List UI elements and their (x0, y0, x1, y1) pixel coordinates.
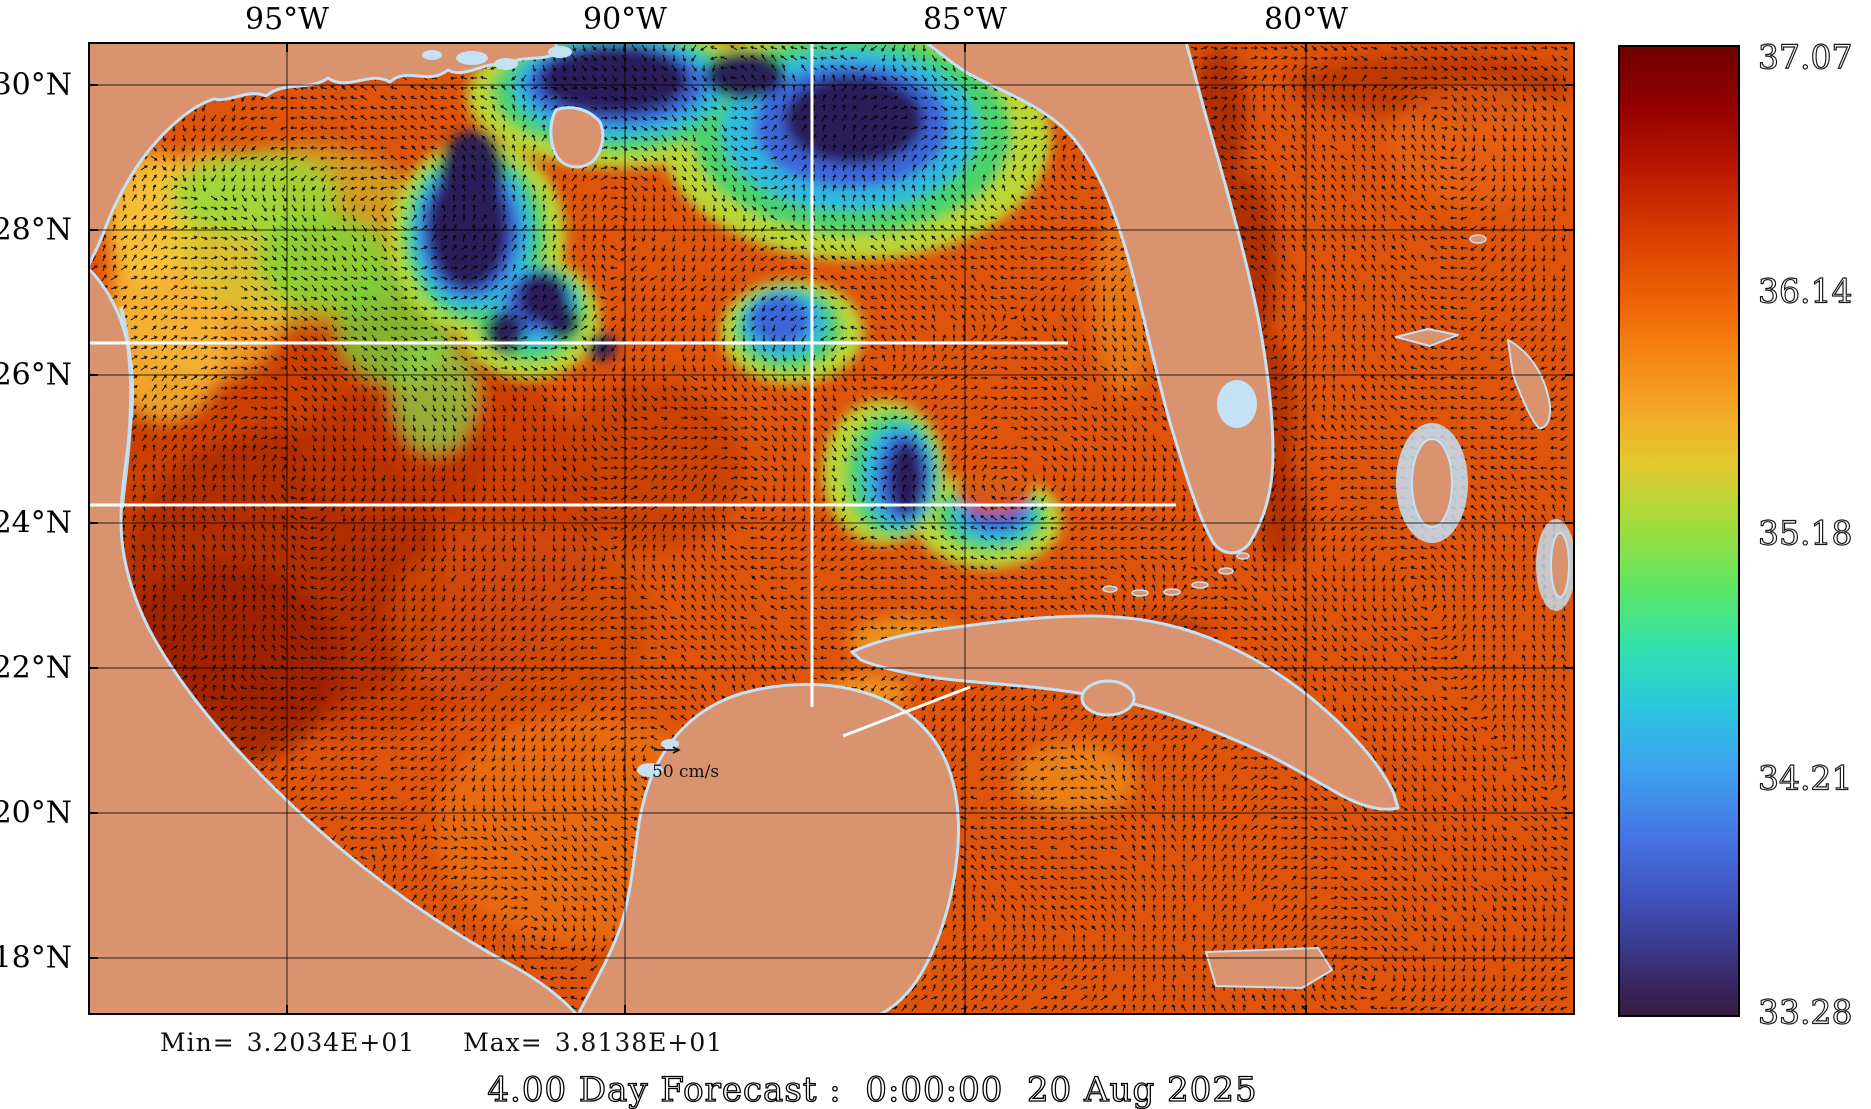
lat-tick-label: 26°N (0, 357, 72, 393)
island-bahama-strip (1395, 328, 1459, 347)
colorbar-tick-label: 33.28 (1757, 992, 1853, 1032)
florida-keys (1102, 552, 1250, 597)
lat-tick-label: 22°N (0, 650, 72, 686)
colorbar-labels: 37.07 36.14 35.18 34.21 33.28 (1757, 37, 1870, 1032)
axis-ticks (88, 42, 1575, 1015)
lon-tick-label: 80°W (1263, 2, 1349, 37)
island-isle-of-youth (1080, 679, 1136, 717)
colorbar-tick-label: 34.21 (1757, 758, 1853, 798)
lat-tick-label: 28°N (0, 212, 72, 248)
land-florida (924, 42, 1275, 555)
vector-scale-arrow (654, 746, 681, 754)
land-north-gulf-coast (88, 42, 558, 270)
lon-tick-label: 95°W (244, 2, 330, 37)
lake-okeechobee (1217, 380, 1257, 428)
lat-tick-label: 18°N (0, 940, 72, 976)
lon-tick-label: 85°W (922, 2, 1008, 37)
land-cuba (850, 614, 1400, 811)
max-label: Max= (463, 1028, 543, 1057)
island-eleuthera (1507, 339, 1552, 430)
vector-scale-label: 50 cm/s (652, 762, 720, 782)
left-axis: 30°N 28°N 26°N 24°N 22°N 20°N 18°N (0, 42, 80, 1015)
min-label: Min= (160, 1028, 235, 1057)
colorbar-tick-label: 35.18 (1757, 513, 1853, 553)
colorbar-tick-label: 37.07 (1757, 37, 1853, 77)
lat-tick-label: 24°N (0, 505, 72, 541)
colorbar (1618, 45, 1740, 1017)
colorbar-tick-label: 36.14 (1757, 271, 1853, 311)
land-layer (88, 42, 1575, 1015)
min-value: 3.2034E+01 (246, 1028, 416, 1057)
island-jamaica (1205, 947, 1333, 989)
lat-tick-label: 30°N (0, 67, 72, 103)
lon-tick-label: 90°W (582, 2, 668, 37)
grid-layer (88, 42, 1575, 1015)
land-mississippi-delta (549, 106, 605, 169)
max-value: 3.8138E+01 (554, 1028, 724, 1057)
top-axis: 95°W 90°W 85°W 80°W (0, 0, 1871, 40)
section-lines (88, 42, 1176, 738)
shallow-water-flecks (119, 46, 1257, 777)
map-canvas (88, 42, 1575, 1015)
stats-line: Min= 3.2034E+01 Max= 3.8138E+01 (160, 1028, 723, 1057)
island-bank-east (1550, 532, 1570, 598)
lat-tick-label: 20°N (0, 795, 72, 831)
map-frame (88, 42, 1575, 1015)
island-andros (1411, 438, 1453, 528)
figure-caption: 4.00 Day Forecast : 0:00:00 20 Aug 2025 (487, 1069, 1258, 1109)
island-cay (1469, 234, 1487, 244)
